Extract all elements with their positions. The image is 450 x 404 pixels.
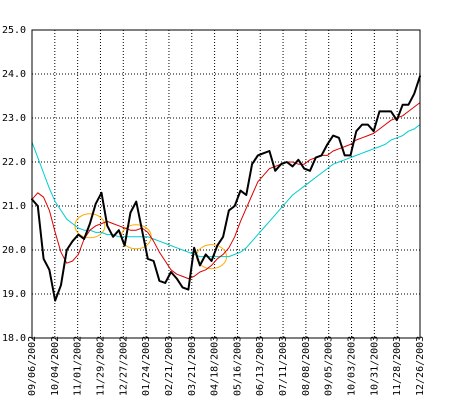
y-tick-label: 21.0 — [2, 201, 26, 212]
x-tick-label: 08/08/2003 — [301, 336, 312, 396]
x-tick-label: 12/27/2002 — [118, 336, 129, 396]
x-tick-label: 02/21/2003 — [164, 336, 175, 396]
y-tick-label: 18.0 — [2, 333, 26, 344]
x-tick-label: 05/16/2003 — [232, 336, 243, 396]
y-tick-label: 20.0 — [2, 245, 26, 256]
moving-average-short-line — [31, 102, 421, 280]
x-tick-label: 10/31/2003 — [369, 336, 380, 396]
x-tick-label: 11/29/2002 — [95, 336, 106, 396]
x-tick-label: 12/26/2003 — [415, 336, 426, 396]
x-tick-label: 07/11/2003 — [278, 336, 289, 396]
x-tick-label: 03/21/2003 — [187, 336, 198, 396]
x-tick-label: 04/18/2003 — [210, 336, 221, 396]
y-tick-label: 25.0 — [2, 25, 26, 36]
moving-average-long-line — [31, 124, 421, 258]
x-tick-label: 09/06/2002 — [27, 336, 38, 396]
y-tick-label: 22.0 — [2, 157, 26, 168]
y-tick-label: 23.0 — [2, 113, 26, 124]
x-tick-label: 06/13/2003 — [255, 336, 266, 396]
x-tick-label: 11/01/2002 — [73, 336, 84, 396]
y-tick-label: 19.0 — [2, 289, 26, 300]
y-tick-label: 24.0 — [2, 69, 26, 80]
x-tick-label: 01/24/2003 — [141, 336, 152, 396]
grid-lines — [31, 29, 421, 339]
x-tick-label: 10/04/2002 — [50, 336, 61, 396]
y-axis-tick-labels: 18.0 19.0 20.0 21.0 22.0 23.0 24.0 25.0 — [2, 25, 26, 344]
series-lines — [31, 75, 421, 302]
x-tick-label: 10/03/2003 — [347, 336, 358, 396]
price-line — [31, 75, 421, 302]
plot-border — [31, 29, 421, 339]
plot-background — [32, 30, 420, 338]
x-tick-label: 11/28/2003 — [392, 336, 403, 396]
x-axis-tick-labels: 09/06/2002 10/04/2002 11/01/2002 11/29/2002… — [27, 336, 426, 396]
x-tick-label: 09/05/2003 — [324, 336, 335, 396]
